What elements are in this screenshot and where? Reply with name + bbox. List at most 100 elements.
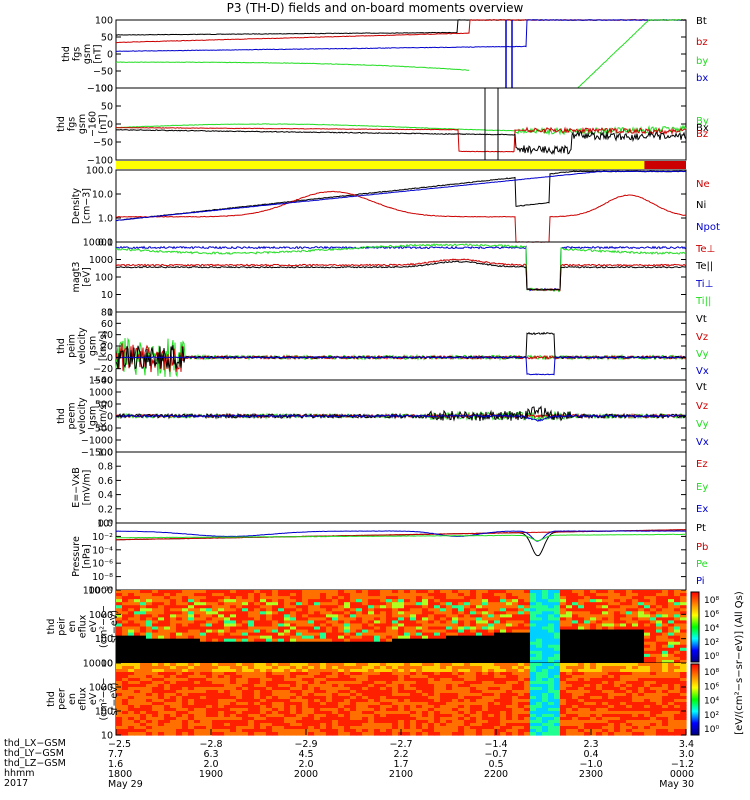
heatmap-cell bbox=[566, 629, 573, 634]
heatmap-cell bbox=[452, 620, 459, 625]
heatmap-cell bbox=[140, 684, 147, 688]
heatmap-cell bbox=[332, 678, 339, 682]
heatmap-cell bbox=[116, 681, 123, 685]
heatmap-cell bbox=[638, 681, 645, 685]
heatmap-cell bbox=[206, 617, 213, 622]
colorbar-tick-label: 10⁴ bbox=[704, 697, 719, 707]
heatmap-cell bbox=[488, 590, 495, 594]
series-ni bbox=[115, 170, 687, 222]
heatmap-cell bbox=[578, 626, 585, 631]
heatmap-cell bbox=[608, 614, 615, 618]
heatmap-cell bbox=[398, 723, 405, 727]
heatmap-cell bbox=[272, 638, 279, 643]
heatmap-cell bbox=[500, 623, 507, 628]
heatmap-cell bbox=[368, 705, 375, 709]
heatmap-cell bbox=[242, 635, 249, 640]
heatmap-cell bbox=[398, 681, 405, 685]
heatmap-cell bbox=[140, 717, 147, 721]
heatmap-cell bbox=[632, 602, 639, 606]
heatmap-cell bbox=[266, 644, 273, 649]
heatmap-cell bbox=[524, 593, 531, 597]
heatmap-cell bbox=[566, 708, 573, 712]
heatmap-cell bbox=[212, 723, 219, 727]
heatmap-cell bbox=[188, 669, 195, 673]
heatmap-cell bbox=[620, 623, 627, 628]
heatmap-cell bbox=[398, 672, 405, 676]
heatmap-cell bbox=[476, 699, 483, 703]
y-tick-label: 50 bbox=[101, 102, 113, 113]
heatmap-cell bbox=[656, 702, 663, 706]
y-tick-label: 0.0 bbox=[98, 519, 113, 530]
heatmap-cell bbox=[656, 596, 663, 600]
heatmap-cell bbox=[410, 663, 417, 667]
heatmap-cell bbox=[146, 599, 153, 603]
heatmap-cell bbox=[638, 663, 645, 667]
heatmap-cell bbox=[302, 729, 309, 733]
heatmap-cell bbox=[656, 681, 663, 685]
heatmap-cell bbox=[164, 611, 171, 615]
heatmap-cell bbox=[236, 678, 243, 682]
heatmap-cell bbox=[452, 669, 459, 673]
heatmap-cell bbox=[260, 602, 267, 606]
heatmap-cell bbox=[194, 647, 201, 652]
heatmap-cell bbox=[350, 590, 357, 594]
heatmap-cell bbox=[584, 663, 591, 667]
heatmap-cell bbox=[404, 596, 411, 600]
legend-entry: Npot bbox=[696, 222, 720, 233]
heatmap-cell bbox=[326, 729, 333, 733]
heatmap-cell bbox=[344, 590, 351, 594]
heatmap-cell bbox=[524, 702, 531, 706]
heatmap-cell bbox=[218, 729, 225, 733]
heatmap-cell bbox=[320, 638, 327, 643]
x-axis-value: 2.3 bbox=[583, 739, 598, 750]
heatmap-cell bbox=[596, 614, 603, 618]
heatmap-cell bbox=[506, 635, 513, 640]
heatmap-cell bbox=[428, 678, 435, 682]
heatmap-cell bbox=[458, 644, 465, 649]
heatmap-cell bbox=[446, 614, 453, 618]
heatmap-cell bbox=[488, 669, 495, 673]
heatmap-cell bbox=[200, 629, 207, 634]
heatmap-cell bbox=[638, 614, 645, 618]
heatmap-cell bbox=[368, 723, 375, 727]
heatmap-cell bbox=[380, 605, 387, 609]
heatmap-cell bbox=[122, 632, 129, 637]
heatmap-cell bbox=[206, 635, 213, 640]
series-ti-par bbox=[115, 243, 687, 293]
heatmap-cell bbox=[590, 638, 597, 643]
heatmap-cell bbox=[146, 647, 153, 652]
heatmap-cell bbox=[566, 729, 573, 733]
heatmap-cell bbox=[200, 650, 207, 655]
heatmap-cell bbox=[308, 723, 315, 727]
heatmap-cell bbox=[278, 669, 285, 673]
heatmap-cell bbox=[224, 669, 231, 673]
heatmap-cell bbox=[230, 617, 237, 622]
heatmap-cell bbox=[596, 690, 603, 694]
heatmap-cell bbox=[194, 602, 201, 606]
heatmap-cell bbox=[356, 605, 363, 609]
heatmap-cell bbox=[278, 708, 285, 712]
heatmap-cell bbox=[200, 678, 207, 682]
heatmap-cell bbox=[272, 593, 279, 597]
heatmap-cell bbox=[290, 717, 297, 721]
heatmap-cell bbox=[284, 675, 291, 679]
heatmap-cell bbox=[134, 608, 141, 612]
heatmap-cell bbox=[440, 726, 447, 730]
heatmap-cell bbox=[182, 729, 189, 733]
heatmap-cell bbox=[572, 720, 579, 724]
heatmap-cell bbox=[392, 708, 399, 712]
heatmap-cell bbox=[410, 705, 417, 709]
heatmap-cell bbox=[392, 599, 399, 603]
heatmap-cell bbox=[356, 653, 363, 658]
heatmap-cell bbox=[584, 632, 591, 637]
heatmap-cell bbox=[452, 696, 459, 700]
heatmap-cell bbox=[380, 693, 387, 697]
heatmap-cell bbox=[656, 632, 663, 637]
heatmap-cell bbox=[296, 681, 303, 685]
heatmap-cell bbox=[482, 608, 489, 612]
heatmap-cell bbox=[554, 656, 561, 661]
heatmap-cell bbox=[164, 644, 171, 649]
heatmap-cell bbox=[176, 684, 183, 688]
y-axis-label: en bbox=[67, 693, 78, 705]
heatmap-cell bbox=[242, 593, 249, 597]
